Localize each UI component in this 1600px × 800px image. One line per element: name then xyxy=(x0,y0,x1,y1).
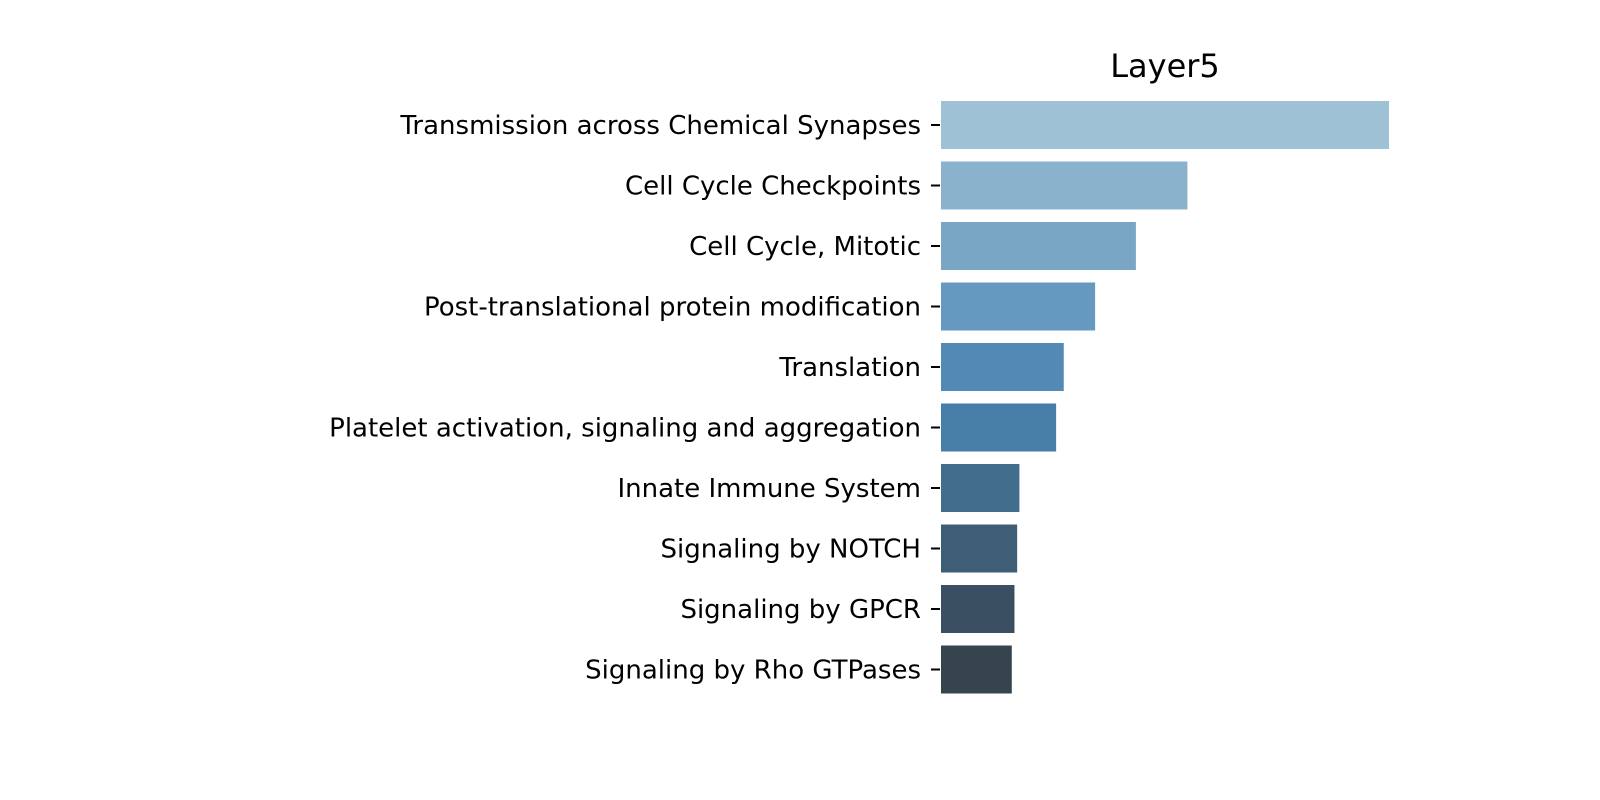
chart-title: Layer5 xyxy=(1110,47,1220,85)
y-tick-label: Platelet activation, signaling and aggre… xyxy=(329,414,921,444)
bar xyxy=(941,464,1020,512)
y-tick-label: Post-translational protein modification xyxy=(424,293,921,323)
bars-layer xyxy=(941,101,1389,694)
y-tick-label: Innate Immune System xyxy=(617,474,921,504)
y-tick-label: Signaling by NOTCH xyxy=(661,535,921,565)
bar xyxy=(941,524,1018,573)
y-tick-label: Signaling by Rho GTPases xyxy=(585,656,921,686)
bar xyxy=(941,645,1012,694)
y-axis-ticks xyxy=(931,124,940,671)
bar xyxy=(941,585,1015,633)
bar xyxy=(941,222,1136,270)
bar xyxy=(941,282,1096,331)
y-tick-label: Translation xyxy=(778,353,921,383)
bar xyxy=(941,101,1389,149)
y-axis-labels: Transmission across Chemical Synapses Cel… xyxy=(329,111,921,686)
bar xyxy=(941,161,1188,210)
bar xyxy=(941,343,1064,391)
y-tick-label: Cell Cycle, Mitotic xyxy=(689,232,921,262)
y-tick-label: Cell Cycle Checkpoints xyxy=(625,172,921,202)
y-tick-label: Transmission across Chemical Synapses xyxy=(399,111,921,141)
bar xyxy=(941,403,1057,452)
y-tick-label: Signaling by GPCR xyxy=(680,595,921,625)
